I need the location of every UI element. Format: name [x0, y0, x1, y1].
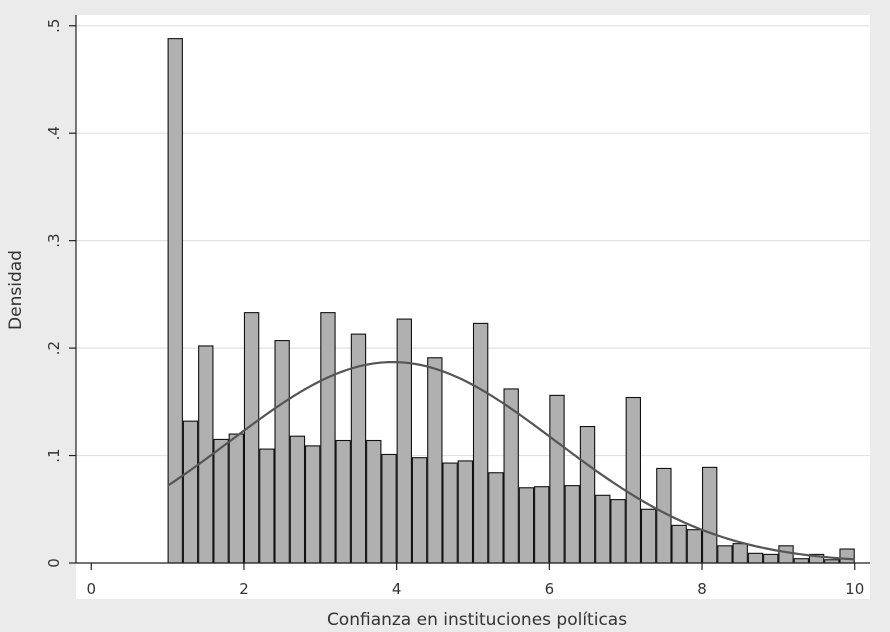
histogram-bar — [701, 466, 718, 564]
histogram-bar — [472, 322, 489, 564]
histogram-bar — [488, 472, 504, 564]
axes: 0 2 4 6 8 10 0 .1 .2 .3 .4 .5 — [45, 15, 870, 598]
histogram-bar — [182, 420, 199, 564]
histogram-bar — [503, 388, 519, 564]
histogram-bar — [289, 435, 306, 564]
histogram-bar — [228, 433, 245, 564]
histogram-bar — [411, 457, 428, 564]
histogram-bar — [213, 438, 229, 564]
histogram-bar — [549, 394, 565, 564]
histogram-bar — [732, 543, 748, 564]
histogram-bar — [747, 552, 764, 564]
x-tick-label: 0 — [86, 580, 96, 598]
histogram-bar — [304, 445, 321, 564]
histogram-bar — [259, 448, 275, 564]
histogram-bar — [579, 425, 596, 564]
histogram-bar — [274, 340, 290, 564]
histogram-bar — [671, 524, 687, 564]
histogram-bar — [243, 312, 260, 564]
histogram-bar — [457, 460, 474, 564]
y-tick-label: .4 — [45, 126, 63, 140]
histogram-bar — [625, 396, 642, 564]
y-tick-label: .2 — [45, 341, 63, 355]
y-tick-label: 0 — [45, 558, 63, 568]
histogram-bar — [717, 545, 733, 564]
histogram-bar — [396, 318, 412, 564]
y-axis-title: Densidad — [6, 250, 26, 330]
histogram-bar — [534, 486, 550, 564]
histogram-bar — [381, 453, 397, 564]
histogram-bar — [778, 545, 794, 564]
y-tick-label: .5 — [45, 19, 63, 33]
x-tick-label: 4 — [392, 580, 402, 598]
histogram-bar — [839, 548, 855, 564]
x-tick-label: 6 — [545, 580, 555, 598]
normal-density-curve — [167, 360, 855, 561]
histogram-bar — [427, 357, 443, 564]
histogram-bar — [320, 312, 336, 564]
histogram-bar — [518, 487, 535, 564]
histogram-bar — [335, 439, 351, 564]
histogram-bar — [595, 494, 611, 564]
y-tick-label: .3 — [45, 233, 63, 247]
x-tick-label: 8 — [697, 580, 707, 598]
histogram-bar — [640, 508, 657, 564]
x-tick-label: 10 — [845, 580, 864, 598]
histogram-bar — [793, 558, 809, 564]
histogram-bar — [610, 499, 626, 564]
x-tick-label: 2 — [239, 580, 249, 598]
histogram-bar — [442, 462, 458, 564]
x-axis-title: Confianza en instituciones políticas — [327, 610, 627, 630]
y-tick-label: .1 — [45, 448, 63, 462]
histogram-bar — [366, 439, 382, 564]
histogram-bar — [564, 485, 580, 564]
histogram-bar — [763, 553, 779, 564]
histogram-bar — [686, 529, 703, 564]
